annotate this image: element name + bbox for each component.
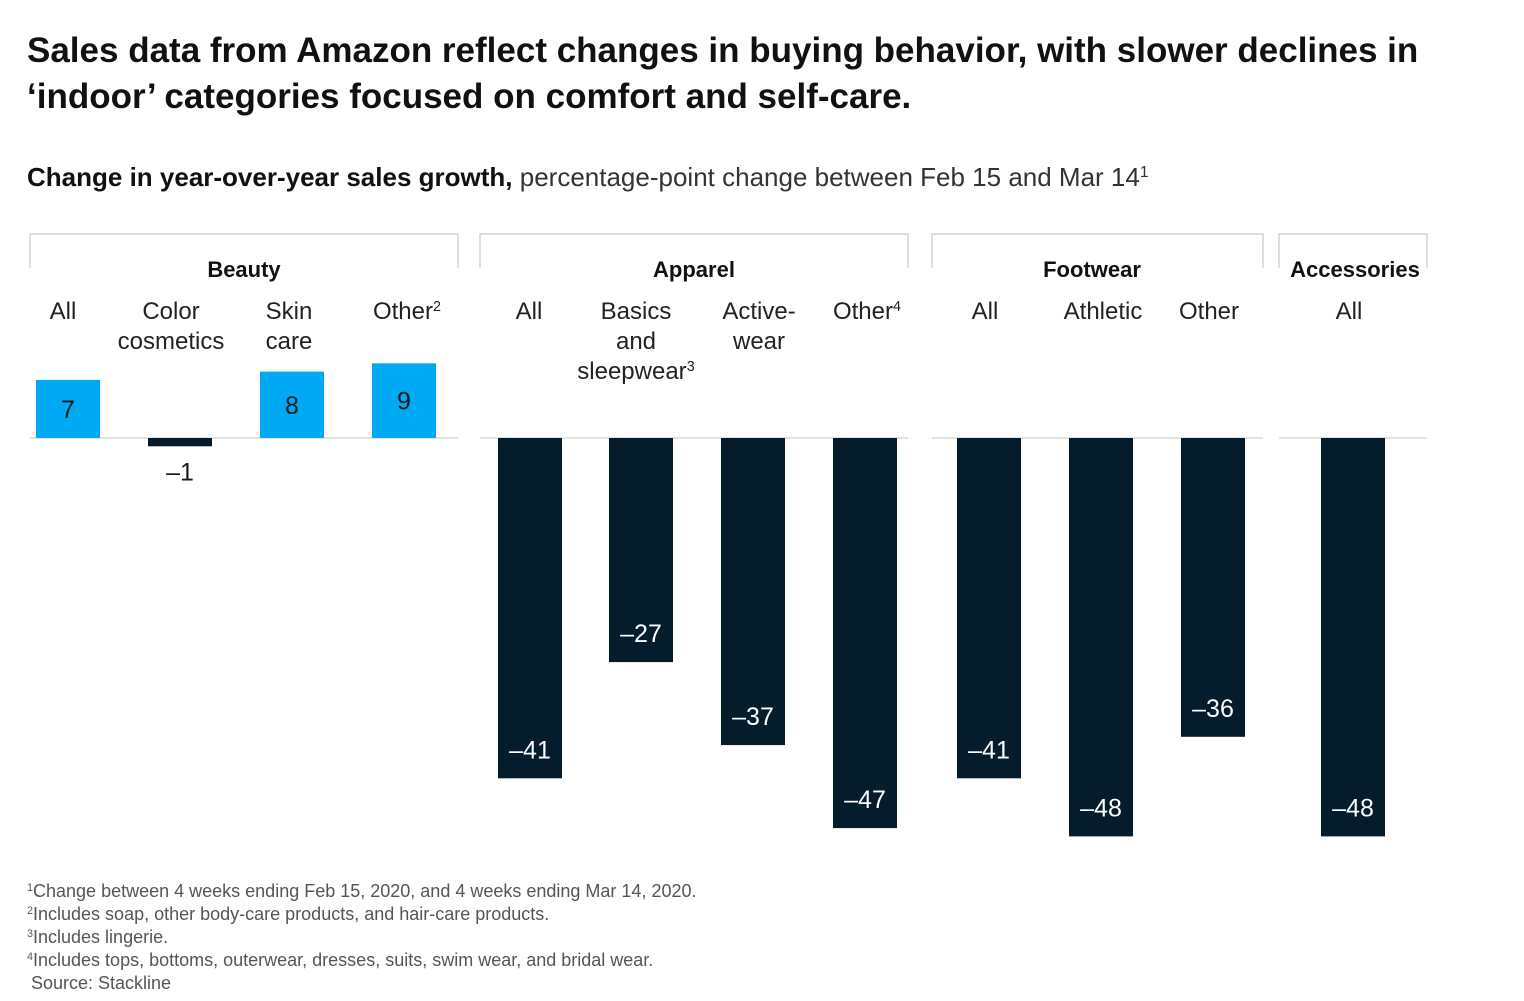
value-label-beauty-1: –1	[166, 458, 194, 486]
subtitle-lead: Change in year-over-year sales growth,	[27, 162, 513, 192]
chart-subtitle: Change in year-over-year sales growth, p…	[27, 162, 1149, 193]
category-label-apparel-all: All	[515, 298, 543, 325]
group-frame-beauty	[29, 233, 459, 268]
value-label-footwear-1: –48	[1080, 794, 1122, 822]
bar-beauty-0	[36, 379, 100, 438]
bar-beauty-2	[260, 371, 324, 438]
value-label-footwear-2: –36	[1192, 695, 1234, 723]
group-label-apparel: Apparel	[653, 257, 735, 282]
category-label-accessories-all: All	[1335, 298, 1363, 325]
bar-apparel-2	[721, 438, 785, 746]
source-note: Source: Stackline	[31, 973, 172, 993]
group-frame-apparel	[479, 233, 909, 268]
bar-apparel-3	[833, 438, 897, 829]
category-label-apparel-activewear: Active- wear	[722, 298, 796, 355]
category-label-footwear-athletic: Athletic	[1063, 298, 1143, 325]
footnote-2: 2Includes soap, other body-care products…	[27, 904, 550, 924]
value-label-apparel-2: –37	[732, 703, 774, 731]
category-label-apparel-other: Other4	[832, 298, 902, 325]
category-label-beauty-skin-care: Skin care	[265, 298, 313, 355]
bar-beauty-3	[372, 363, 436, 438]
value-label-apparel-0: –41	[509, 736, 551, 764]
group-label-footwear: Footwear	[1043, 257, 1141, 282]
bar-footwear-0	[957, 438, 1021, 779]
value-label-footwear-0: –41	[968, 736, 1010, 764]
value-label-beauty-3: 9	[397, 388, 411, 416]
category-label-beauty-all: All	[49, 298, 77, 325]
group-label-beauty: Beauty	[207, 257, 281, 282]
bar-apparel-0	[498, 438, 562, 779]
bar-apparel-1	[609, 438, 673, 663]
category-label-footwear-all: All	[971, 298, 999, 325]
footnotes: 1Change between 4 weeks ending Feb 15, 2…	[27, 880, 696, 995]
value-label-apparel-1: –27	[620, 620, 662, 648]
category-label-beauty-color-cosmetics: Color cosmetics	[117, 298, 225, 355]
group-label-accessories: Accessories	[1290, 257, 1420, 282]
value-label-beauty-2: 8	[285, 392, 299, 420]
footnote-3: 3Includes lingerie.	[27, 927, 169, 947]
category-label-apparel-basics: Basics and sleepwear3	[577, 298, 695, 385]
chart-title: Sales data from Amazon reflect changes i…	[27, 31, 1419, 116]
value-label-beauty-0: 7	[61, 396, 75, 424]
category-label-footwear-other: Other	[1178, 298, 1240, 325]
group-frame-accessories	[1278, 233, 1428, 268]
subtitle-note-marker: 1	[1139, 164, 1149, 182]
bar-beauty-1	[148, 438, 212, 447]
subtitle-rest: percentage-point change between Feb 15 a…	[512, 162, 1140, 192]
footnote-1: 1Change between 4 weeks ending Feb 15, 2…	[27, 881, 697, 901]
footnote-4: 4Includes tops, bottoms, outerwear, dres…	[27, 950, 654, 970]
bar-accessories-0	[1321, 438, 1385, 837]
value-label-accessories-0: –48	[1332, 794, 1374, 822]
bar-footwear-2	[1181, 438, 1245, 737]
bar-footwear-1	[1069, 438, 1133, 837]
value-label-apparel-3: –47	[844, 786, 886, 814]
category-label-beauty-other: Other2	[372, 298, 442, 325]
group-frame-footwear	[931, 233, 1264, 268]
